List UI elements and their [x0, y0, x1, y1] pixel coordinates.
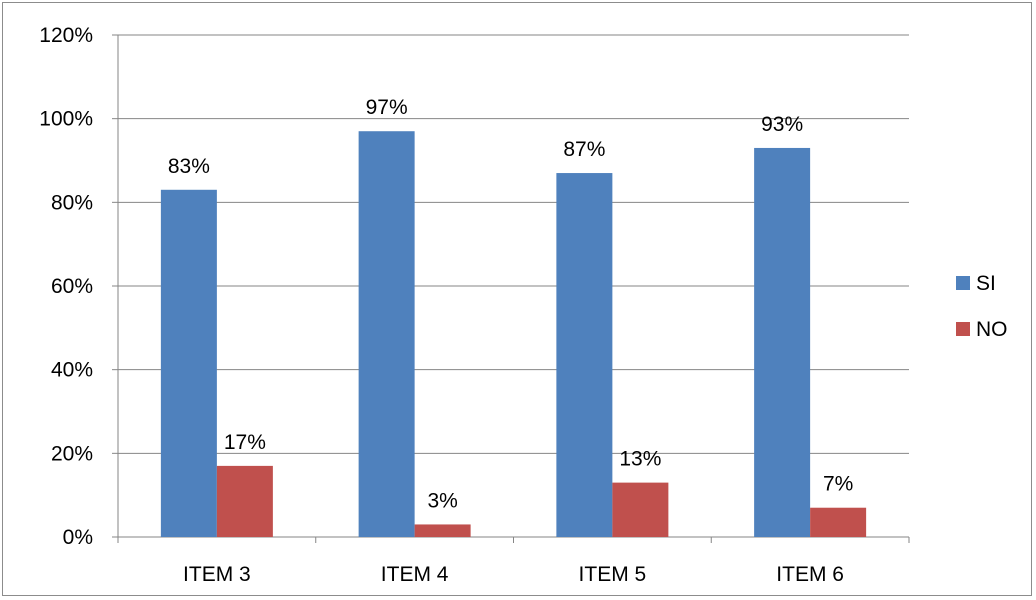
- data-label: 97%: [366, 96, 408, 119]
- bar-no: [216, 465, 273, 537]
- y-tick-label: 40%: [51, 359, 93, 382]
- y-tick-label: 20%: [51, 442, 93, 465]
- x-tick-label: ITEM 5: [579, 563, 647, 586]
- data-label: 7%: [823, 473, 853, 496]
- bar-no: [810, 507, 867, 537]
- x-tick-label: ITEM 4: [381, 563, 449, 586]
- x-tick-label: ITEM 3: [183, 563, 251, 586]
- data-label: 13%: [619, 448, 661, 471]
- legend-label: NO: [976, 318, 1008, 341]
- bar-si: [160, 189, 217, 538]
- bar-si: [754, 147, 811, 537]
- bar-si: [358, 131, 415, 537]
- bar-si: [556, 173, 613, 538]
- bar-no: [612, 482, 669, 537]
- legend-swatch: [956, 322, 970, 336]
- y-tick-label: 0%: [63, 526, 93, 549]
- legend-label: SI: [976, 272, 996, 295]
- legend-swatch: [956, 276, 970, 290]
- y-tick-label: 60%: [51, 275, 93, 298]
- data-label: 17%: [224, 431, 266, 454]
- axes: 0% 20% 40% 60% 80% 100% 120% ITEM 3 ITEM 4 ITEM 5…: [39, 24, 910, 586]
- y-tick-label: 100%: [39, 108, 93, 131]
- legend: SI NO: [956, 272, 1008, 341]
- y-tick-label: 80%: [51, 191, 93, 214]
- data-label: 93%: [761, 113, 803, 136]
- bar-no: [414, 524, 471, 537]
- y-tick-label: 120%: [39, 24, 93, 47]
- bars: [160, 131, 867, 538]
- data-labels: 83% 17% 97% 3% 87% 13% 93% 7%: [168, 96, 853, 512]
- data-label: 3%: [427, 489, 457, 512]
- data-label: 83%: [168, 155, 210, 178]
- x-tick-label: ITEM 6: [776, 563, 844, 586]
- data-label: 87%: [563, 138, 605, 161]
